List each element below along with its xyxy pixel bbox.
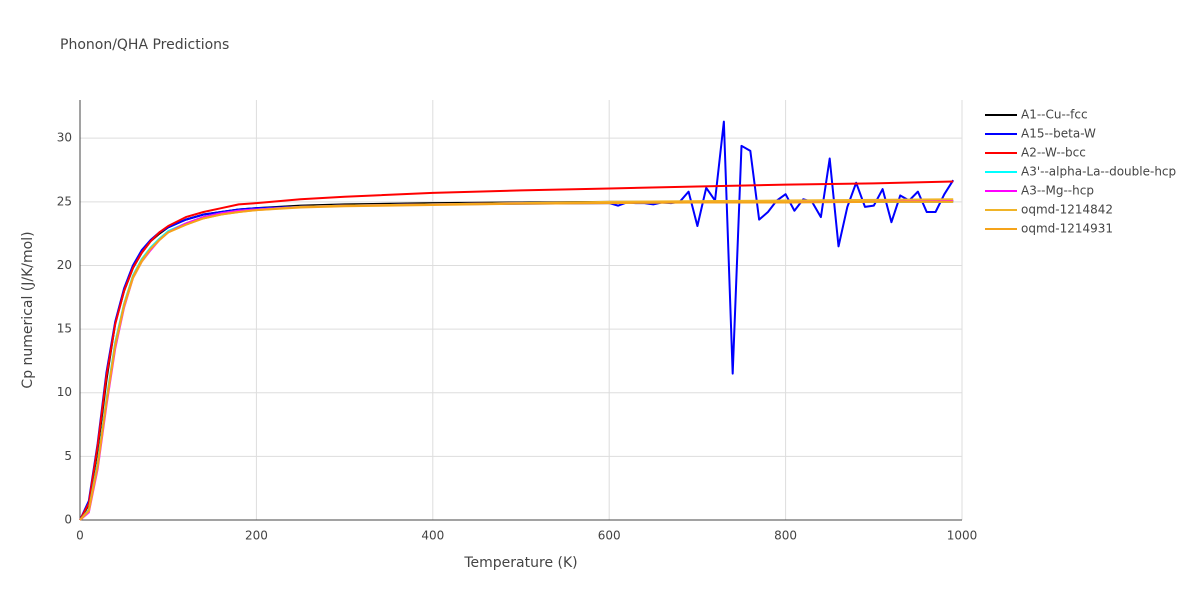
- chart-title: Phonon/QHA Predictions: [60, 37, 229, 53]
- legend-label: A3'--alpha-La--double-hcp: [1021, 165, 1176, 179]
- data-line: [79, 198, 954, 521]
- x-tick-label: 600: [598, 529, 621, 543]
- data-line: [79, 199, 954, 521]
- legend-label: A3--Mg--hcp: [1021, 184, 1094, 198]
- legend-label: oqmd-1214931: [1021, 222, 1113, 236]
- x-tick-label: 400: [421, 529, 444, 543]
- y-tick-label: 20: [57, 258, 72, 272]
- x-tick-label: 1000: [947, 529, 978, 543]
- y-tick-label: 0: [64, 513, 72, 527]
- data-line: [79, 180, 954, 521]
- x-axis-label: Temperature (K): [463, 555, 577, 571]
- y-axis-label: Cp numerical (J/K/mol): [20, 231, 36, 388]
- legend-label: A15--beta-W: [1021, 127, 1096, 141]
- y-tick-label: 10: [57, 385, 72, 399]
- y-tick-label: 25: [57, 194, 72, 208]
- x-tick-label: 800: [774, 529, 797, 543]
- x-tick-label: 200: [245, 529, 268, 543]
- data-line: [79, 120, 955, 521]
- y-tick-label: 15: [57, 322, 72, 336]
- data-line: [79, 200, 954, 521]
- y-tick-label: 30: [57, 131, 72, 145]
- legend-label: oqmd-1214842: [1021, 203, 1113, 217]
- data-line: [79, 200, 954, 521]
- legend-label: A2--W--bcc: [1021, 146, 1086, 160]
- y-tick-label: 5: [64, 449, 72, 463]
- x-tick-label: 0: [76, 529, 84, 543]
- data-line: [79, 200, 954, 521]
- legend-label: A1--Cu--fcc: [1021, 108, 1088, 122]
